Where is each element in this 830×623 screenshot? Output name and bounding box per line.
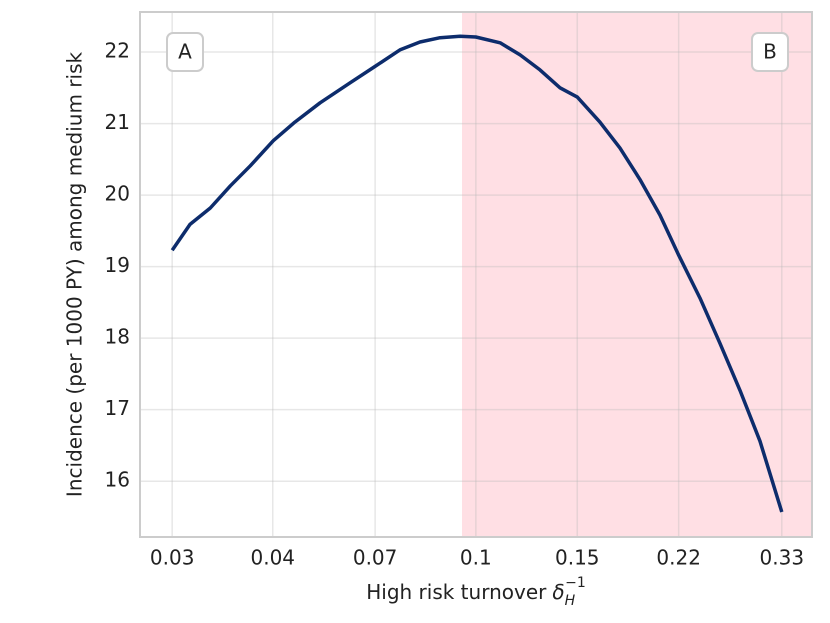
y-tick-label: 19	[105, 253, 130, 277]
x-tick-label: 0.04	[250, 546, 295, 570]
x-tick-label: 0.1	[460, 546, 492, 570]
annotation-box	[166, 32, 204, 72]
y-tick-label: 17	[105, 396, 130, 420]
annotation: A	[178, 40, 192, 64]
y-tick-label: 22	[105, 39, 130, 63]
y-tick-label: 16	[105, 468, 130, 492]
x-tick-label: 0.22	[656, 546, 701, 570]
line-series	[170, 34, 784, 513]
x-axis-label: High risk turnover δH −1	[366, 575, 586, 609]
x-tick-label: 0.07	[353, 546, 398, 570]
x-label-symbol: δ	[552, 580, 564, 604]
x-tick-label: 0.03	[150, 546, 195, 570]
x-tick-label: 0.33	[760, 546, 805, 570]
x-label-sub: H	[565, 593, 576, 609]
y-axis-label: Incidence (per 1000 PY) among medium ris…	[63, 52, 87, 498]
annotation-box	[751, 32, 789, 72]
y-tick-label: 20	[105, 182, 130, 206]
y-tick-label: 21	[105, 110, 130, 134]
annotation: B	[763, 40, 777, 64]
shaded-region	[461, 12, 812, 537]
x-label-sup: −1	[565, 575, 586, 591]
plot-frame	[139, 11, 813, 538]
x-label-text: High risk turnover	[366, 580, 547, 604]
y-tick-label: 18	[105, 325, 130, 349]
x-tick-label: 0.15	[555, 546, 600, 570]
